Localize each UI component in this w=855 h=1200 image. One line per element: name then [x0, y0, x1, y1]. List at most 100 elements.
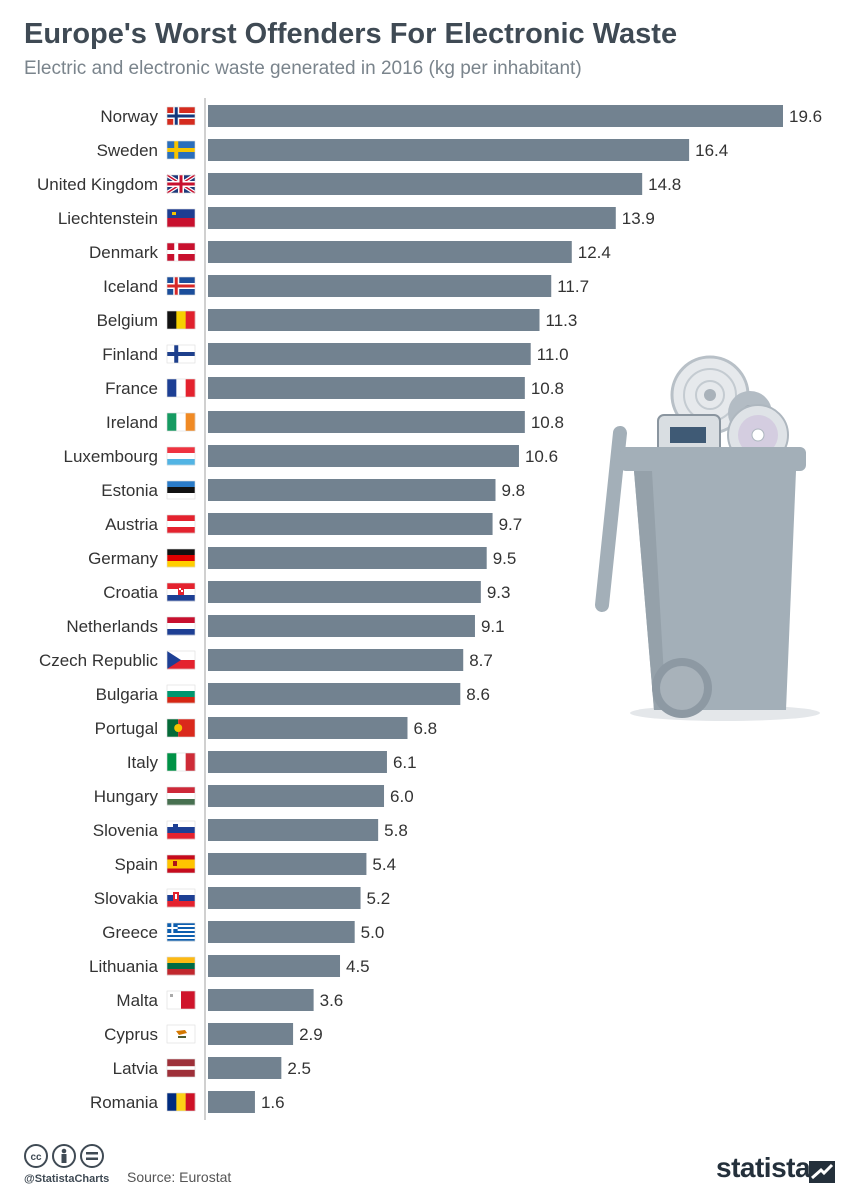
cyprus-flag-icon [166, 1024, 196, 1044]
romania-flag-icon [166, 1092, 196, 1112]
value-label: 3.6 [320, 991, 344, 1010]
value-label: 9.3 [487, 583, 511, 602]
category-label: Romania [90, 1093, 159, 1112]
germany-flag-icon [166, 548, 196, 568]
bar [208, 309, 540, 331]
value-label: 8.6 [466, 685, 490, 704]
value-label: 9.8 [502, 481, 526, 500]
value-label: 5.4 [372, 855, 396, 874]
category-label: Belgium [97, 311, 158, 330]
statista-logo-icon [809, 1161, 835, 1183]
value-label: 6.8 [413, 719, 437, 738]
category-label: Iceland [103, 277, 158, 296]
bar [208, 1023, 294, 1045]
bar [208, 853, 367, 875]
category-label: Lithuania [89, 957, 159, 976]
bar [208, 479, 496, 501]
value-label: 11.3 [546, 311, 578, 330]
category-label: Hungary [94, 787, 159, 806]
category-label: Croatia [103, 583, 158, 602]
value-label: 10.8 [531, 379, 564, 398]
value-label: 14.8 [648, 175, 681, 194]
category-label: Latvia [113, 1059, 159, 1078]
value-label: 16.4 [695, 141, 728, 160]
spain-flag-icon [166, 854, 196, 874]
statista-logo: statista [716, 1152, 811, 1183]
netherlands-flag-icon [166, 616, 196, 636]
united-kingdom-flag-icon [165, 173, 197, 195]
czech-republic-flag-icon [166, 650, 196, 670]
bar [208, 1091, 255, 1113]
category-label: Luxembourg [63, 447, 158, 466]
lithuania-flag-icon [166, 956, 196, 976]
bar [208, 581, 481, 603]
austria-flag-icon [166, 514, 196, 534]
slovenia-flag-icon [166, 820, 196, 840]
value-label: 2.9 [299, 1025, 323, 1044]
norway-flag-icon [166, 106, 196, 126]
svg-text:cc: cc [30, 1152, 42, 1163]
value-label: 9.5 [493, 549, 517, 568]
value-label: 1.6 [261, 1093, 285, 1112]
value-label: 11.0 [537, 345, 569, 364]
bar [208, 683, 461, 705]
value-label: 5.2 [367, 889, 391, 908]
malta-flag-icon [166, 990, 196, 1010]
category-label: Spain [115, 855, 158, 874]
no-derivatives-icon [80, 1144, 104, 1168]
attribution-icon [52, 1144, 76, 1168]
bar [208, 139, 690, 161]
iceland-flag-icon [166, 276, 196, 296]
bar [208, 649, 464, 671]
value-label: 5.0 [361, 923, 385, 942]
category-label: Netherlands [66, 617, 158, 636]
value-label: 12.4 [578, 243, 611, 262]
liechtenstein-flag-icon [166, 208, 196, 228]
bar [208, 887, 361, 909]
sweden-flag-icon [166, 140, 196, 160]
category-label: Denmark [89, 243, 158, 262]
bars-layer: Norway 19.6 Sweden 16.4 United Kingdom 14.8 Li… [37, 105, 822, 1113]
value-label: 10.6 [525, 447, 558, 466]
portugal-flag-icon [166, 718, 196, 738]
bar [208, 513, 493, 535]
luxembourg-flag-icon [166, 446, 196, 466]
value-label: 8.7 [469, 651, 493, 670]
license-icons: cc [24, 1144, 104, 1168]
category-label: Greece [102, 923, 158, 942]
bar [208, 207, 616, 229]
category-label: Liechtenstein [58, 209, 158, 228]
bar [208, 445, 519, 467]
category-label: Germany [88, 549, 158, 568]
estonia-flag-icon [166, 480, 196, 500]
value-label: 11.7 [557, 277, 589, 296]
france-flag-icon [166, 378, 196, 398]
category-label: Cyprus [104, 1025, 158, 1044]
bar [208, 785, 385, 807]
category-label: Estonia [101, 481, 158, 500]
value-label: 2.5 [287, 1059, 311, 1078]
value-label: 6.1 [393, 753, 417, 772]
bulgaria-flag-icon [166, 684, 196, 704]
ireland-flag-icon [166, 412, 196, 432]
croatia-flag-icon [166, 582, 196, 602]
category-label: Slovenia [93, 821, 159, 840]
source-note: Source: Eurostat [127, 1169, 232, 1185]
value-label: 13.9 [622, 209, 655, 228]
value-label: 5.8 [384, 821, 408, 840]
bar [208, 751, 387, 773]
bar [208, 1057, 282, 1079]
category-label: Malta [116, 991, 158, 1010]
bar [208, 921, 355, 943]
chart-subtitle: Electric and electronic waste generated … [24, 58, 582, 79]
category-label: Bulgaria [96, 685, 159, 704]
category-label: Ireland [106, 413, 158, 432]
cc-icon: cc [24, 1144, 48, 1168]
belgium-flag-icon [166, 310, 196, 330]
category-label: Norway [100, 107, 158, 126]
category-label: Finland [102, 345, 158, 364]
value-label: 6.0 [390, 787, 414, 806]
bar [208, 615, 475, 637]
category-label: Portugal [95, 719, 158, 738]
bar-chart: Norway 19.6 Sweden 16.4 United Kingdom 14.8 Li… [37, 98, 822, 1120]
